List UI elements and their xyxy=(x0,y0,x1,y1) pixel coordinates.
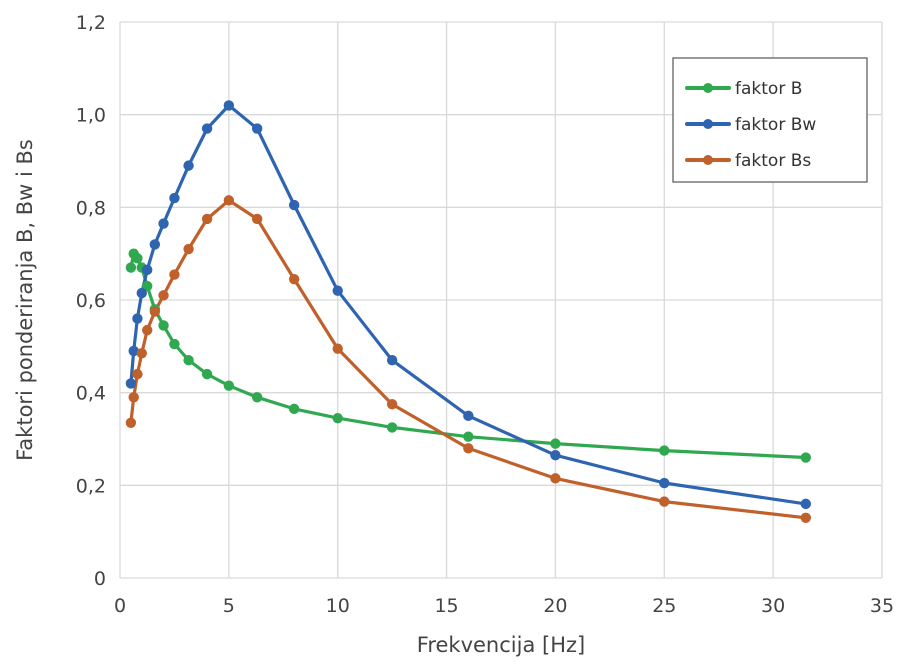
data-point-faktor-b xyxy=(223,380,235,391)
data-point-faktor-bw xyxy=(169,192,180,204)
legend-label: faktor B xyxy=(735,79,802,99)
data-point-faktor-bw xyxy=(149,239,161,250)
y-axis-title: Faktori ponderiranja B, Bw i Bs xyxy=(13,139,37,461)
data-point-faktor-bw xyxy=(183,160,194,171)
data-point-faktor-bs xyxy=(223,195,235,206)
data-point-faktor-bs xyxy=(800,512,811,523)
data-point-faktor-bs xyxy=(128,392,139,403)
x-tick-label: 25 xyxy=(652,595,676,617)
data-point-faktor-bs xyxy=(158,290,169,301)
data-point-faktor-bw xyxy=(288,199,300,211)
legend-marker xyxy=(703,155,713,165)
data-point-faktor-bs xyxy=(149,306,161,317)
series-line-faktor-b xyxy=(129,252,808,460)
data-point-faktor-bs xyxy=(463,443,474,454)
x-tick-label: 35 xyxy=(870,595,894,617)
x-tick-label: 0 xyxy=(114,595,126,617)
x-axis-title: Frekvencija [Hz] xyxy=(417,633,585,657)
legend-marker xyxy=(703,83,713,93)
data-point-faktor-bw xyxy=(463,410,474,422)
data-point-faktor-bs xyxy=(288,273,300,285)
x-tick-label: 20 xyxy=(543,595,567,617)
legend-marker xyxy=(703,119,713,129)
data-point-faktor-b xyxy=(201,368,213,380)
legend: faktor B faktor Bw faktor Bs xyxy=(672,57,868,183)
series-line-faktor-bs xyxy=(129,198,808,520)
data-point-faktor-b xyxy=(800,452,811,463)
data-point-faktor-bs xyxy=(201,213,213,225)
data-point-faktor-bs xyxy=(332,343,343,354)
y-tick-label: 0,8 xyxy=(76,197,106,219)
data-point-faktor-bw xyxy=(142,264,153,276)
data-point-faktor-bs xyxy=(125,417,137,428)
data-point-faktor-bs xyxy=(659,496,670,507)
data-point-faktor-bs xyxy=(386,399,398,410)
x-tick-label: 10 xyxy=(326,595,350,617)
legend-label: faktor Bw xyxy=(735,115,816,135)
data-point-faktor-bs xyxy=(183,243,194,255)
data-point-faktor-bs xyxy=(142,324,153,336)
data-point-faktor-b xyxy=(132,253,143,264)
data-point-faktor-bs xyxy=(251,213,263,225)
tick-labels: 0 0,2 0,4 0,6 0,8 1,0 1,2 0 5 10 15 20 25 30 35 xyxy=(76,12,894,617)
data-point-faktor-bw xyxy=(201,123,213,134)
x-tick-label: 30 xyxy=(761,595,785,617)
data-point-faktor-bs xyxy=(550,473,561,484)
data-point-faktor-b xyxy=(158,320,169,331)
data-point-faktor-b xyxy=(183,355,194,366)
y-tick-label: 0 xyxy=(94,568,106,590)
y-tick-label: 0,2 xyxy=(76,475,106,497)
data-point-faktor-b xyxy=(169,338,180,350)
data-point-faktor-bw xyxy=(158,218,169,229)
y-tick-label: 1,0 xyxy=(76,105,106,127)
data-point-faktor-b xyxy=(332,412,343,424)
data-point-faktor-bw xyxy=(132,313,143,324)
data-point-faktor-bs xyxy=(169,269,180,280)
y-tick-label: 1,2 xyxy=(76,12,106,34)
data-point-faktor-bs xyxy=(136,348,147,359)
legend-label: faktor Bs xyxy=(735,151,811,171)
data-point-faktor-bs xyxy=(132,368,143,380)
data-point-faktor-bw xyxy=(332,285,343,296)
x-tick-label: 5 xyxy=(223,595,235,617)
data-point-faktor-bw xyxy=(136,287,147,299)
data-point-faktor-b xyxy=(659,445,670,456)
y-tick-label: 0,4 xyxy=(76,383,106,405)
data-point-faktor-bw xyxy=(223,100,235,111)
data-point-faktor-b xyxy=(463,431,474,442)
data-point-faktor-b xyxy=(288,403,300,415)
data-point-faktor-bw xyxy=(386,355,398,366)
data-point-faktor-bw xyxy=(550,450,561,461)
data-point-faktor-b xyxy=(125,262,137,273)
x-tick-label: 15 xyxy=(434,595,458,617)
data-point-faktor-bw xyxy=(251,123,263,134)
y-tick-label: 0,6 xyxy=(76,290,106,312)
data-point-faktor-b xyxy=(251,392,263,403)
data-point-faktor-b xyxy=(386,422,398,433)
series-points xyxy=(125,100,811,523)
data-point-faktor-bw xyxy=(800,498,811,510)
data-point-faktor-bw xyxy=(125,378,137,389)
data-point-faktor-b xyxy=(550,438,561,449)
data-point-faktor-bw xyxy=(128,345,139,357)
data-point-faktor-bw xyxy=(659,477,670,489)
